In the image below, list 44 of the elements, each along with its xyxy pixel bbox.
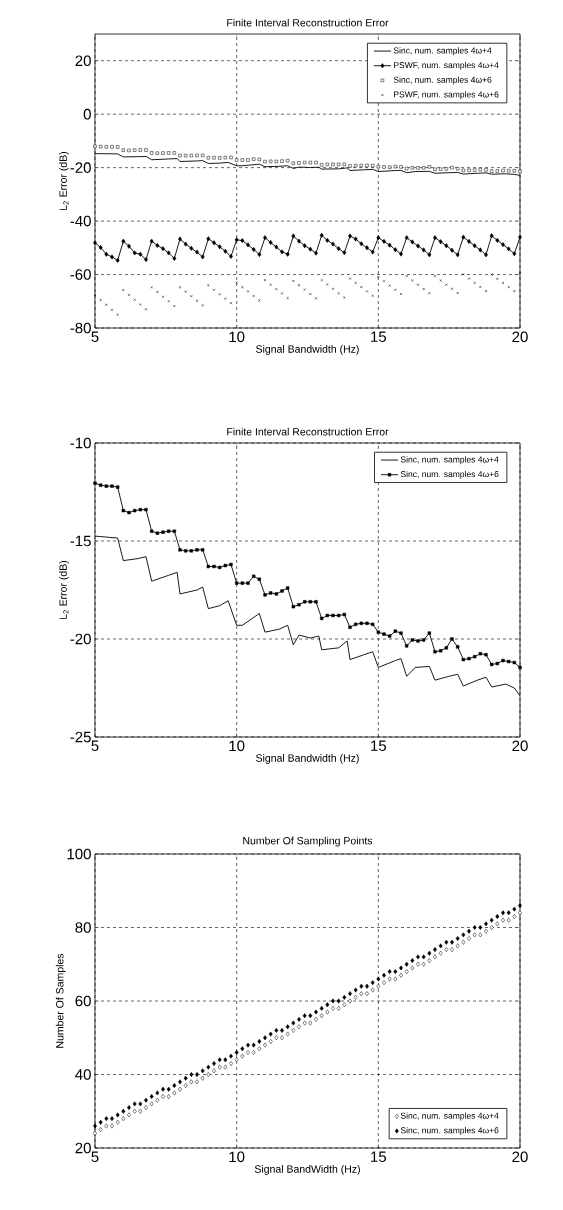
x-tick-label: 10 <box>229 331 245 343</box>
y-axis-title: L$_{2}$ Error (dB) <box>59 151 69 210</box>
legend-label: Sinc, num. samples 4ω+4 <box>393 47 492 56</box>
y-tick-label: 60 <box>75 995 91 1007</box>
x-tick-label: 5 <box>91 740 99 751</box>
x-tick-label: 20 <box>512 331 528 343</box>
y-tick-label: -80 <box>70 322 91 334</box>
y-axis-title: L$_{2}$ Error (dB) <box>59 560 69 619</box>
x-tick-label: 15 <box>371 1151 387 1162</box>
y-tick-label: -15 <box>70 535 91 547</box>
chart-title: Number Of Sampling Points <box>243 836 373 847</box>
x-tick-label: 20 <box>512 1151 528 1163</box>
chart-title: Finite Interval Reconstruction Error <box>227 427 389 436</box>
y-tick-label: 100 <box>67 848 91 860</box>
y-tick-label: 20 <box>75 1142 91 1154</box>
legend-label: PSWF, num. samples 4ω+6 <box>394 91 499 100</box>
x-tick-label: 20 <box>512 740 528 752</box>
y-tick-label: -10 <box>70 437 91 449</box>
y-tick-label: 80 <box>75 922 91 933</box>
y-tick-label: -25 <box>70 731 91 743</box>
legend-label: Sinc, num. samples 4ω+6 <box>400 1127 499 1136</box>
legend-label: Sinc, num. samples 4ω+6 <box>400 470 499 479</box>
y-tick-label: -20 <box>70 633 91 645</box>
chart-title: Finite Interval Reconstruction Error <box>227 18 389 27</box>
x-tick-label: 15 <box>371 740 387 751</box>
legend-label: Sinc, num. samples 4ω+6 <box>393 76 492 85</box>
x-tick-label: 10 <box>229 1151 245 1163</box>
y-tick-label: -20 <box>70 162 91 173</box>
x-tick-label: 15 <box>371 331 387 342</box>
y-tick-label: 0 <box>83 108 91 120</box>
x-tick-label: 5 <box>91 331 99 342</box>
y-tick-label: -60 <box>70 269 91 280</box>
y-tick-label: 20 <box>75 55 91 67</box>
y-axis-title: Number Of Samples <box>55 953 66 1048</box>
legend-label: Sinc, num. samples 4ω+4 <box>400 456 499 465</box>
x-axis-title: Signal BandWidth (Hz) <box>254 1165 360 1175</box>
legend-label: PSWF, num. samples 4ω+4 <box>394 61 499 70</box>
x-axis-title: Signal Bandwidth (Hz) <box>256 754 359 764</box>
y-tick-label: -40 <box>70 215 91 227</box>
x-axis-title: Signal Bandwidth (Hz) <box>256 345 359 355</box>
x-tick-label: 10 <box>229 740 245 752</box>
y-tick-label: 40 <box>75 1069 91 1080</box>
x-tick-label: 5 <box>91 1151 99 1162</box>
legend-label: Sinc, num. samples 4ω+4 <box>400 1112 499 1121</box>
